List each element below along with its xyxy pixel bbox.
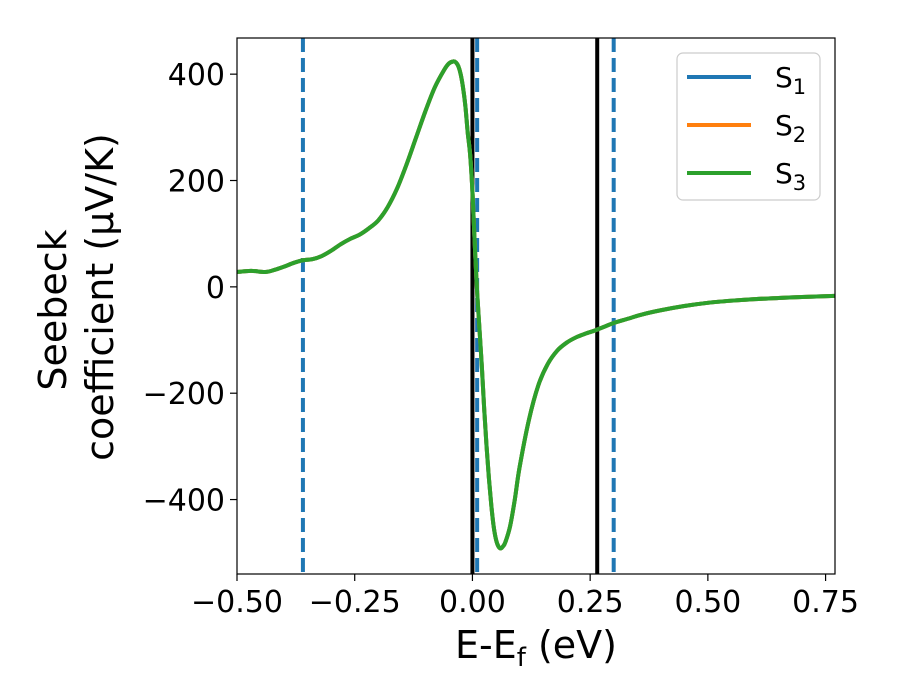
x-tick-label: 0.75 — [792, 585, 859, 620]
x-tick-label: −0.50 — [191, 585, 283, 620]
x-axis: −0.50 −0.25 0.00 0.25 0.50 0.75 — [191, 574, 859, 620]
reference-lines — [300, 38, 616, 574]
y-tick-label: 200 — [168, 165, 225, 200]
x-tick-label: 0.50 — [674, 585, 741, 620]
y-tick-label: −200 — [143, 377, 225, 412]
legend-label-s2: S2 — [775, 109, 806, 147]
legend-label-s3: S3 — [775, 157, 806, 195]
y-tick-label: −400 — [143, 484, 225, 519]
y-tick-label: 0 — [206, 271, 225, 306]
y-axis-label-line2: coefficient (μV/K) — [78, 133, 122, 461]
series-line-s3 — [237, 59, 835, 551]
x-tick-label: 0.00 — [439, 585, 506, 620]
plot-frame — [236, 37, 836, 575]
y-axis-label-line1: Seebeck — [31, 229, 75, 390]
series-curves — [237, 59, 835, 551]
legend: S1 S2 S3 — [676, 52, 821, 201]
y-tick-label: 400 — [168, 58, 225, 93]
y-axis: −400 −200 0 200 400 — [143, 58, 237, 519]
x-tick-label: 0.25 — [557, 585, 624, 620]
x-tick-label: −0.25 — [309, 585, 401, 620]
x-axis-label: E-Ef (eV) — [455, 623, 617, 673]
legend-label-s1: S1 — [775, 61, 806, 99]
